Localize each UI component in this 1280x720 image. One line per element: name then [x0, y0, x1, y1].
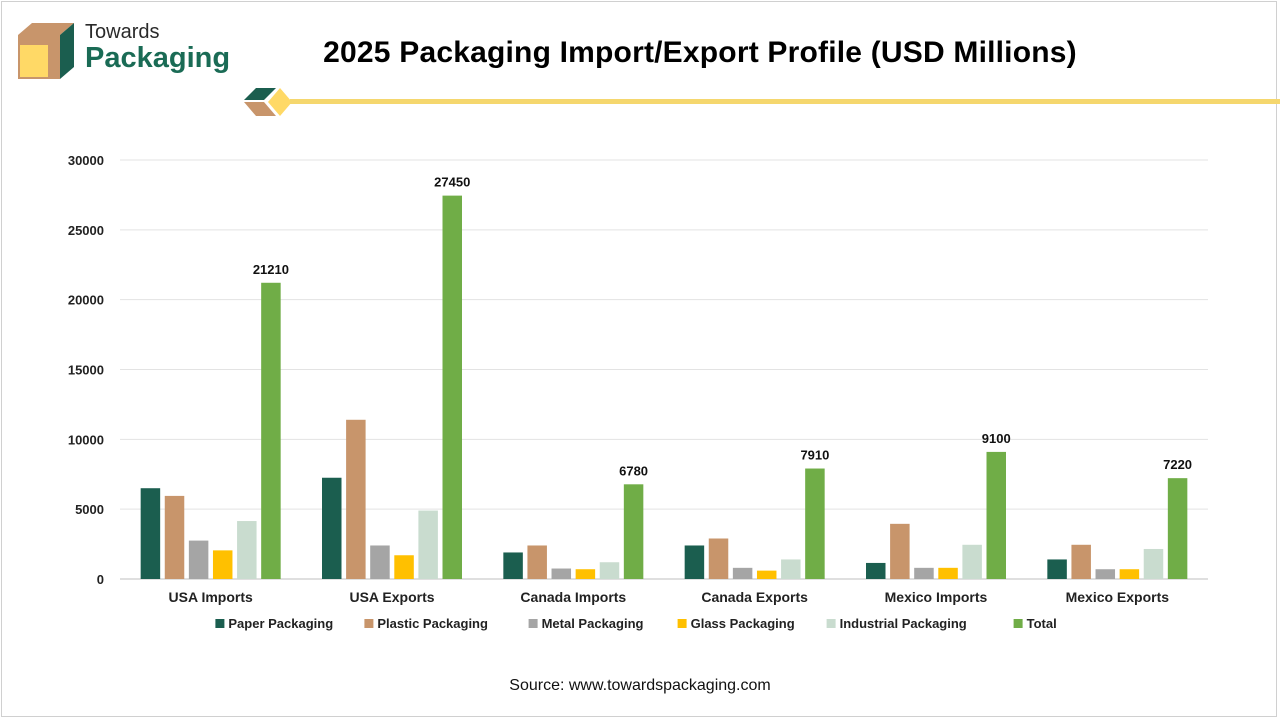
data-label: 7910: [800, 448, 829, 463]
legend-swatch: [364, 619, 374, 628]
diamond-decoration-icon: [244, 88, 292, 116]
bar: [1047, 559, 1067, 579]
bar: [866, 562, 886, 579]
x-category-label: Mexico Imports: [885, 589, 988, 605]
y-tick-label: 30000: [68, 153, 104, 168]
data-label: 21210: [253, 262, 289, 277]
bar: [938, 567, 958, 579]
bar: [527, 545, 547, 579]
legend-label: Total: [1027, 616, 1057, 631]
bar: [503, 552, 523, 579]
bar: [322, 477, 342, 579]
legend-swatch: [1013, 619, 1023, 628]
legend-swatch: [677, 619, 687, 628]
logo-text-towards: Towards: [85, 21, 160, 43]
legend-label: Metal Packaging: [542, 616, 644, 631]
bar: [599, 562, 620, 579]
y-tick-label: 15000: [68, 363, 104, 378]
bar: [140, 488, 161, 579]
header-accent-line: [290, 99, 1280, 104]
x-category-label: Canada Exports: [701, 589, 808, 605]
data-label: 7220: [1163, 457, 1192, 472]
bar: [1119, 569, 1140, 579]
bar: [370, 545, 390, 579]
bar: [986, 451, 1006, 579]
data-label: 27450: [434, 175, 470, 190]
bar: [394, 555, 414, 579]
bar: [684, 545, 705, 579]
data-label: 9100: [982, 431, 1011, 446]
bar: [805, 468, 825, 579]
y-tick-label: 10000: [68, 432, 104, 447]
bar: [914, 567, 934, 579]
legend-label: Paper Packaging: [228, 616, 333, 631]
bar: [708, 538, 729, 579]
bar: [1095, 569, 1116, 579]
packaging-box-icon: [18, 23, 74, 79]
bar: [756, 570, 777, 579]
bar: [890, 523, 910, 579]
bar: [732, 567, 753, 579]
bar: [781, 559, 801, 579]
x-category-label: USA Exports: [349, 589, 434, 605]
page-title: 2025 Packaging Import/Export Profile (US…: [323, 36, 1077, 69]
legend-swatch: [215, 619, 225, 628]
bar: [623, 484, 644, 579]
bar: [418, 510, 438, 579]
bar: [575, 569, 596, 579]
legend-label: Glass Packaging: [691, 616, 795, 631]
y-tick-label: 0: [97, 572, 104, 587]
bar: [212, 550, 233, 579]
bar: [164, 495, 185, 579]
bar: [442, 195, 462, 580]
brand-logo: Towards Packaging: [18, 18, 238, 82]
legend-label: Plastic Packaging: [377, 616, 488, 631]
bar: [1071, 544, 1091, 579]
y-tick-label: 20000: [68, 293, 104, 308]
bar: [962, 544, 982, 579]
y-tick-label: 5000: [75, 502, 104, 517]
legend-swatch: [826, 619, 836, 628]
bar: [346, 419, 366, 579]
bar: [261, 282, 281, 579]
x-category-label: Canada Imports: [520, 589, 626, 605]
data-label: 6780: [619, 463, 648, 478]
bar: [1167, 478, 1188, 579]
y-tick-label: 25000: [68, 223, 104, 238]
bar: [237, 521, 257, 579]
logo-text-packaging: Packaging: [85, 42, 231, 74]
source-note: Source: www.towardspackaging.com: [509, 677, 771, 694]
legend-swatch: [528, 619, 538, 628]
bar: [188, 540, 209, 579]
legend-label: Industrial Packaging: [840, 616, 967, 631]
x-category-label: Mexico Exports: [1066, 589, 1170, 605]
x-category-label: USA Imports: [169, 589, 253, 605]
bar: [1143, 548, 1164, 579]
bar: [551, 568, 572, 579]
